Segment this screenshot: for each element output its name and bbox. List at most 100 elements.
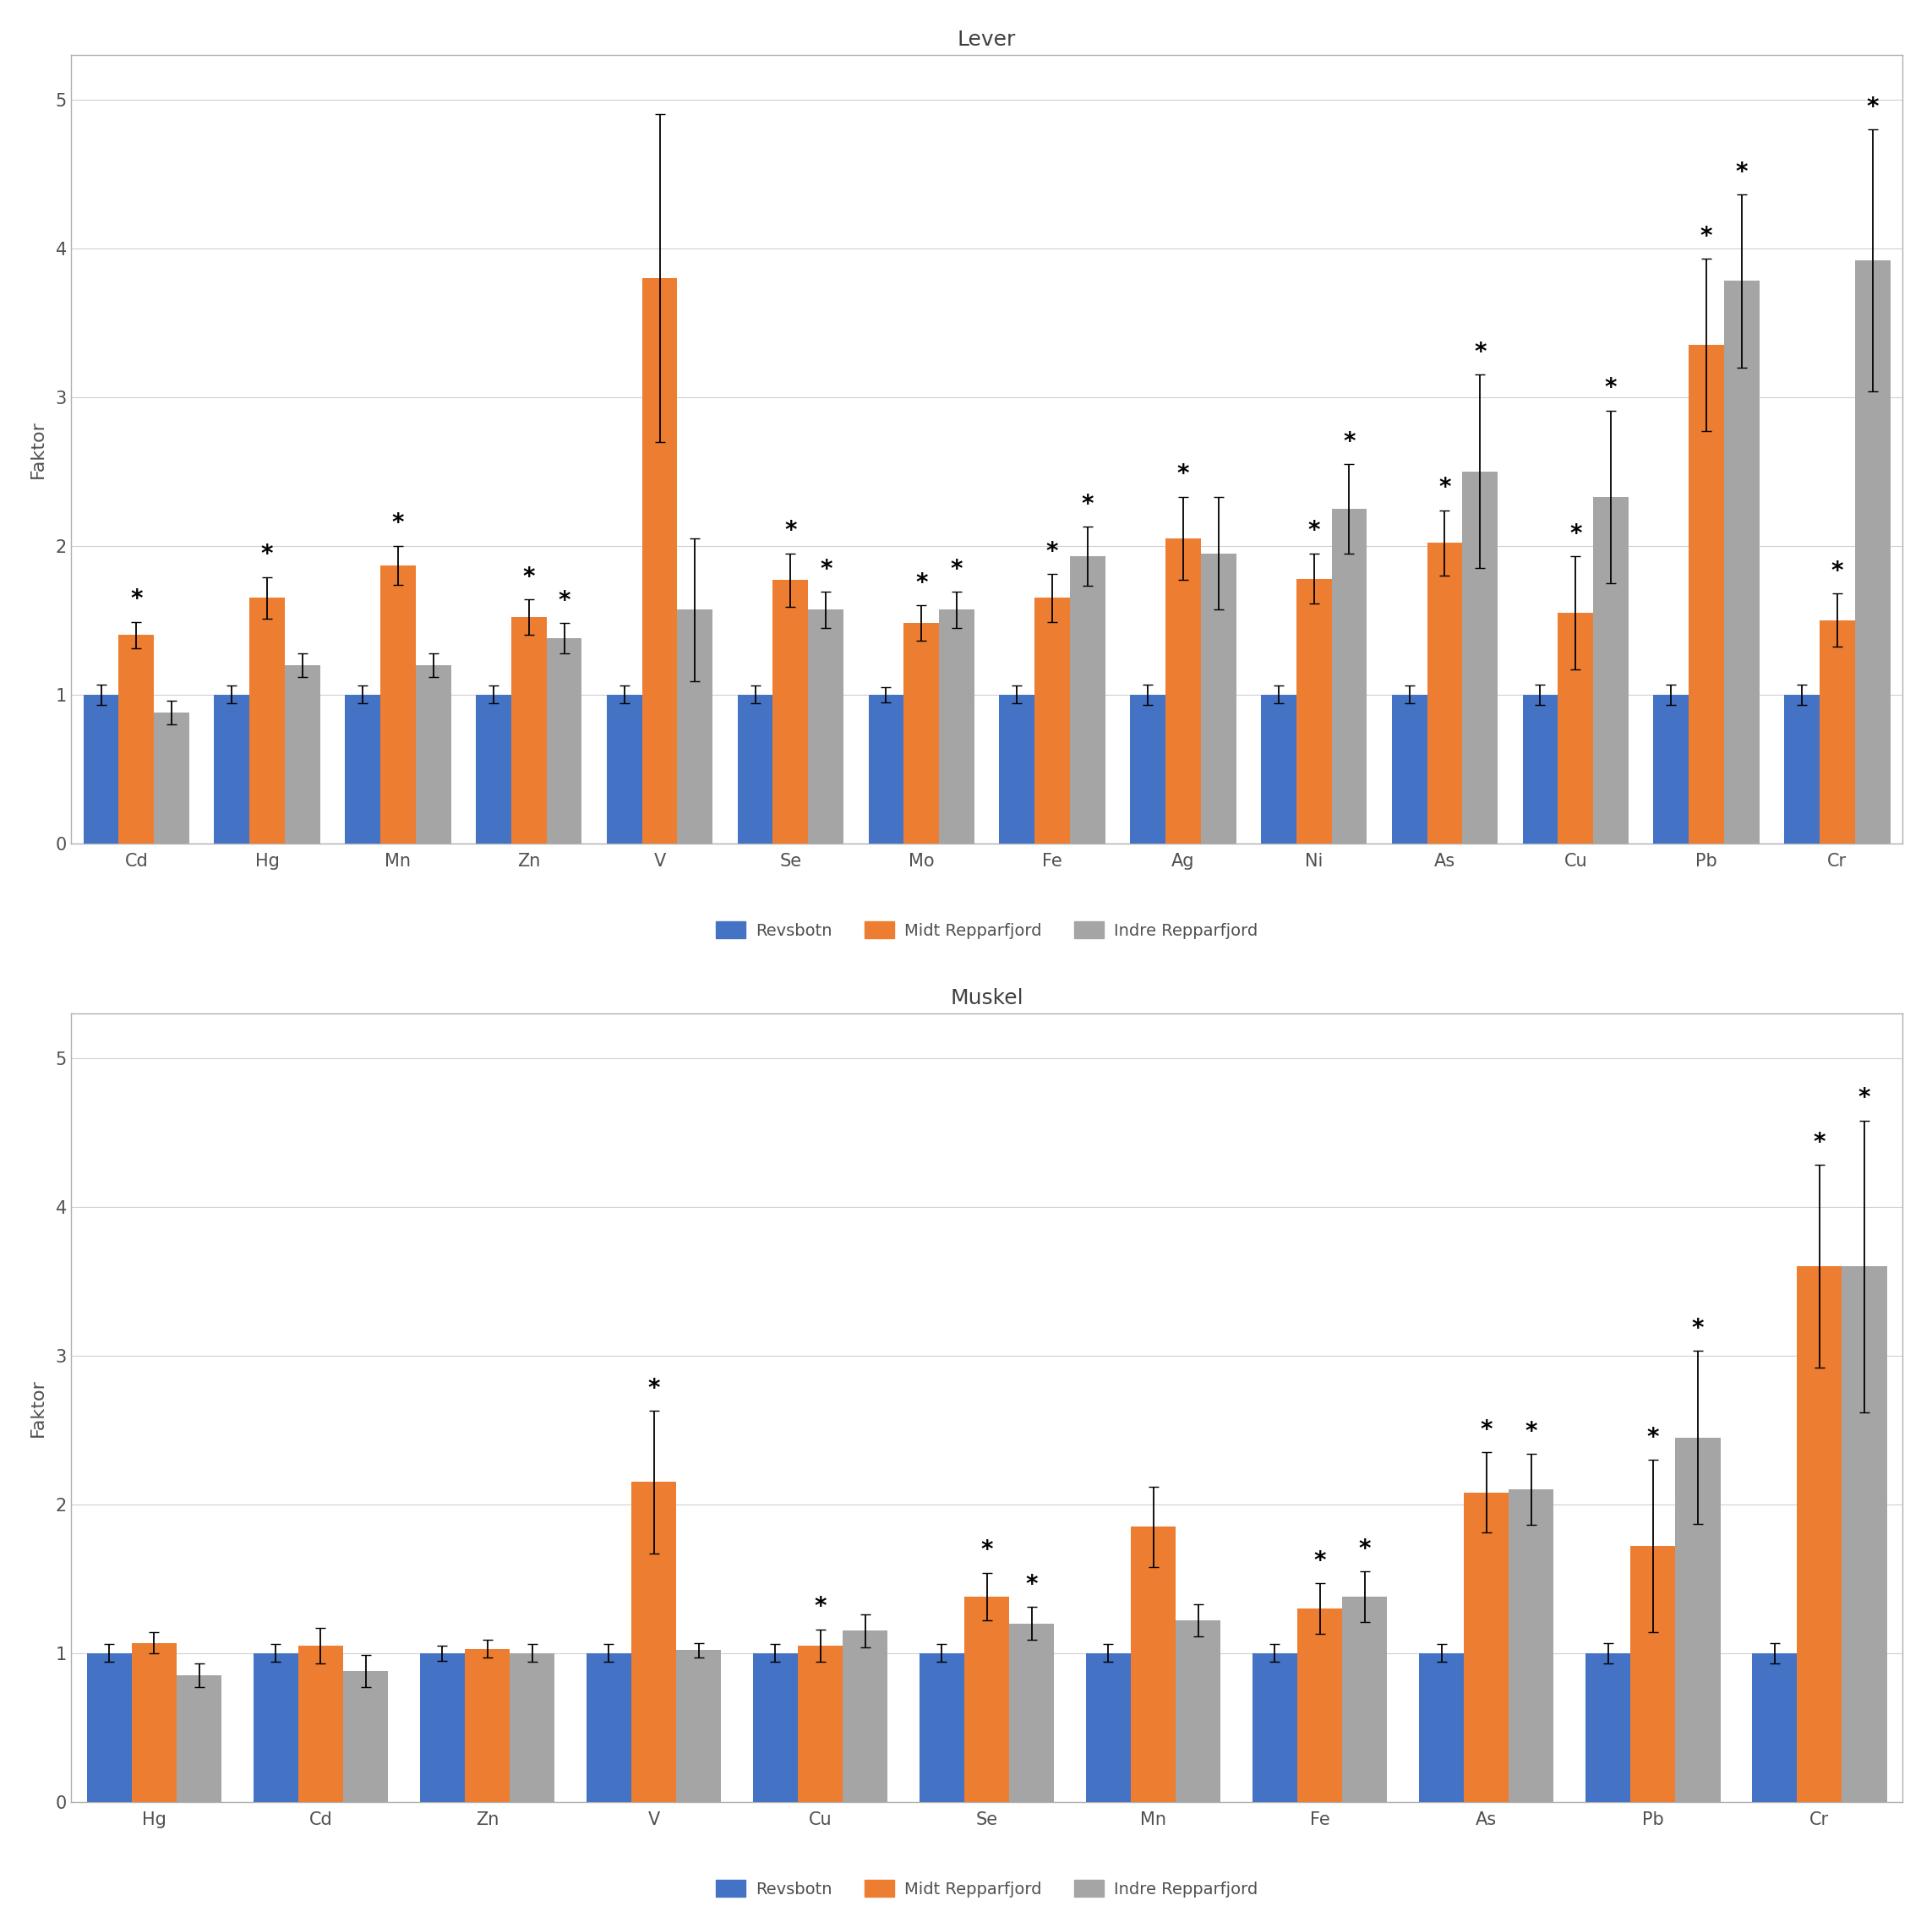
Bar — [1586, 1652, 1631, 1802]
Bar — [1331, 508, 1366, 843]
Bar — [1841, 1267, 1888, 1802]
Text: *: * — [1308, 520, 1320, 543]
Text: *: * — [524, 566, 535, 589]
Bar — [512, 617, 547, 843]
Bar — [87, 1652, 131, 1802]
Bar — [249, 598, 284, 843]
Bar — [1252, 1652, 1298, 1802]
Bar — [346, 694, 381, 843]
Bar — [1723, 282, 1760, 843]
Text: *: * — [1866, 96, 1878, 119]
Bar — [1463, 472, 1497, 843]
Bar — [475, 694, 512, 843]
Bar — [344, 1672, 388, 1802]
Bar — [1689, 345, 1723, 843]
Text: *: * — [1859, 1087, 1870, 1110]
Text: *: * — [1524, 1420, 1538, 1444]
Bar — [510, 1652, 554, 1802]
Bar — [1130, 694, 1165, 843]
Bar — [415, 665, 450, 843]
Text: *: * — [981, 1539, 993, 1562]
Bar — [773, 581, 808, 843]
Text: *: * — [1569, 521, 1582, 546]
Bar — [1130, 1526, 1177, 1802]
Bar — [1631, 1545, 1675, 1802]
Text: *: * — [1474, 341, 1486, 364]
Legend: Revsbotn, Midt Repparfjord, Indre Repparfjord: Revsbotn, Midt Repparfjord, Indre Reppar… — [709, 914, 1264, 945]
Bar — [1086, 1652, 1130, 1802]
Bar — [676, 1651, 721, 1802]
Bar — [1675, 1438, 1719, 1802]
Bar — [1200, 554, 1236, 843]
Text: *: * — [1735, 161, 1748, 184]
Text: *: * — [951, 558, 962, 581]
Bar — [808, 610, 844, 843]
Bar — [920, 1652, 964, 1802]
Bar — [118, 635, 155, 843]
Text: *: * — [1480, 1419, 1493, 1442]
Bar — [155, 713, 189, 843]
Bar — [1557, 613, 1594, 843]
Bar — [939, 610, 974, 843]
Text: *: * — [1439, 475, 1451, 500]
Y-axis label: Faktor: Faktor — [29, 420, 46, 477]
Bar — [904, 623, 939, 843]
Bar — [1428, 543, 1463, 843]
Bar — [1654, 694, 1689, 843]
Bar — [607, 694, 641, 843]
Bar — [585, 1652, 632, 1802]
Y-axis label: Faktor: Faktor — [29, 1378, 46, 1436]
Text: *: * — [1605, 376, 1617, 401]
Bar — [798, 1645, 842, 1802]
Bar — [1177, 1620, 1221, 1802]
Bar — [1034, 598, 1070, 843]
Text: *: * — [129, 589, 143, 612]
Bar — [641, 278, 678, 843]
Bar — [1522, 694, 1557, 843]
Bar — [867, 694, 904, 843]
Text: *: * — [1314, 1549, 1325, 1572]
Text: *: * — [392, 512, 404, 535]
Bar — [1343, 1597, 1387, 1802]
Bar — [1594, 497, 1629, 843]
Text: *: * — [1343, 429, 1356, 454]
Text: *: * — [647, 1376, 661, 1399]
Bar — [999, 694, 1034, 843]
Text: *: * — [261, 543, 272, 567]
Bar — [1855, 261, 1889, 843]
Bar — [1391, 694, 1428, 843]
Bar — [419, 1652, 466, 1802]
Bar — [253, 1652, 298, 1802]
Title: Lever: Lever — [958, 29, 1016, 50]
Text: *: * — [1045, 541, 1059, 564]
Bar — [678, 610, 713, 843]
Bar — [298, 1645, 344, 1802]
Text: *: * — [558, 589, 570, 613]
Title: Muskel: Muskel — [951, 987, 1024, 1008]
Bar — [1298, 1608, 1343, 1802]
Bar — [1509, 1490, 1553, 1802]
Text: *: * — [1832, 560, 1843, 583]
Text: *: * — [916, 571, 927, 594]
Bar — [1165, 539, 1200, 843]
Bar — [1009, 1624, 1055, 1802]
Bar — [83, 694, 118, 843]
Text: *: * — [1358, 1537, 1372, 1560]
Bar — [381, 566, 415, 843]
Bar — [1785, 694, 1820, 843]
Text: *: * — [1646, 1426, 1660, 1449]
Bar — [1820, 621, 1855, 843]
Legend: Revsbotn, Midt Repparfjord, Indre Repparfjord: Revsbotn, Midt Repparfjord, Indre Reppar… — [709, 1873, 1264, 1904]
Bar — [1262, 694, 1296, 843]
Bar — [1752, 1652, 1797, 1802]
Text: *: * — [1026, 1574, 1037, 1597]
Bar — [632, 1482, 676, 1802]
Bar — [131, 1643, 176, 1802]
Bar — [1797, 1267, 1841, 1802]
Bar — [1418, 1652, 1464, 1802]
Bar — [738, 694, 773, 843]
Bar — [1296, 579, 1331, 843]
Text: *: * — [1177, 462, 1190, 487]
Bar — [466, 1649, 510, 1802]
Bar — [753, 1652, 798, 1802]
